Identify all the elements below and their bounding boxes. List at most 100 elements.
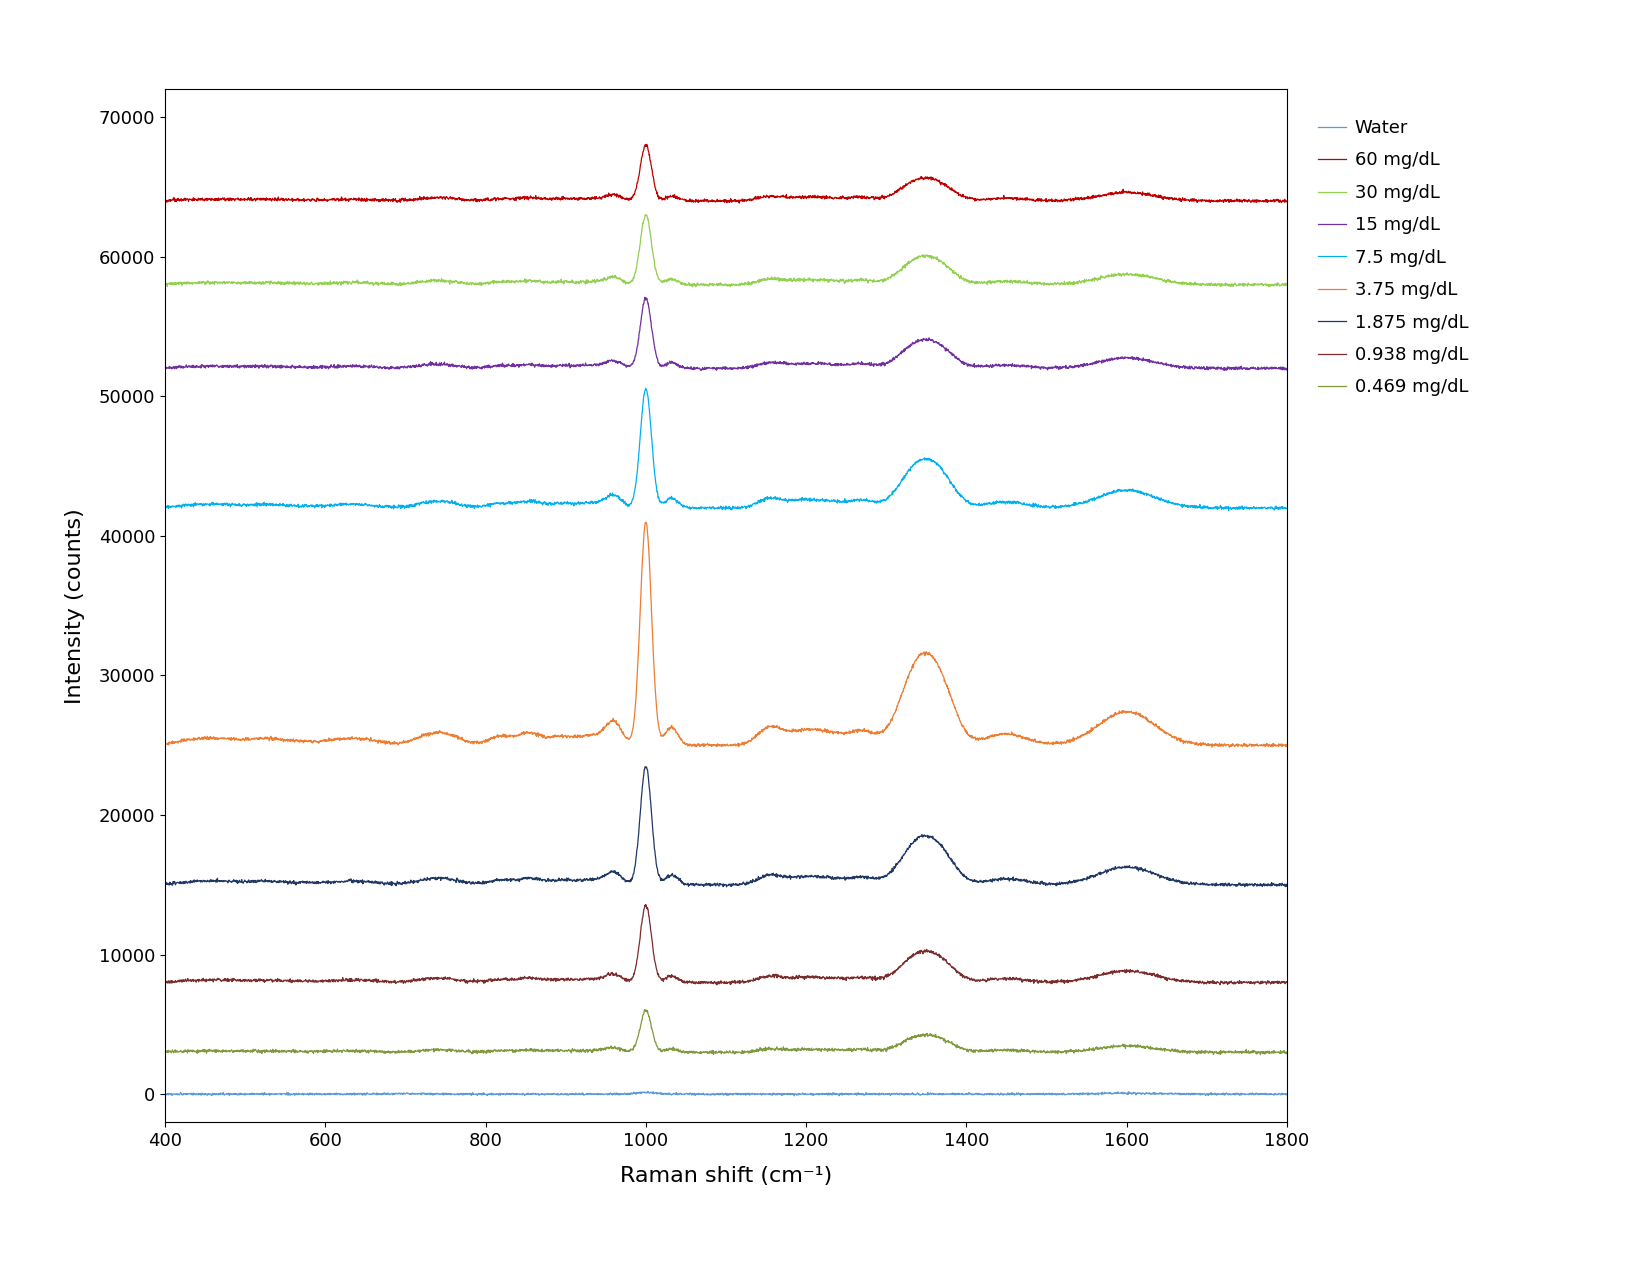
Water [155,1086,175,1102]
30 mg/dL [635,207,655,222]
0.938 mg/dL [635,898,655,913]
X-axis label: Raman shift (cm⁻¹): Raman shift (cm⁻¹) [620,1167,832,1187]
Line: 1.875 mg/dL: 1.875 mg/dL [165,766,1287,887]
15 mg/dL [1135,352,1155,367]
0.938 mg/dL [350,974,370,989]
0.938 mg/dL [706,977,726,992]
3.75 mg/dL [1135,710,1155,725]
30 mg/dL [1277,277,1297,292]
3.75 mg/dL [635,515,655,530]
30 mg/dL [586,275,606,291]
3.75 mg/dL [155,736,175,751]
7.5 mg/dL [350,496,370,511]
60 mg/dL [637,136,657,152]
Line: 0.469 mg/dL: 0.469 mg/dL [165,1010,1287,1054]
1.875 mg/dL [635,759,655,774]
Water [1256,1086,1275,1102]
3.75 mg/dL [1219,740,1239,755]
0.469 mg/dL [586,1043,606,1058]
30 mg/dL [1256,275,1275,291]
1.875 mg/dL [1256,877,1275,892]
60 mg/dL [284,191,304,207]
30 mg/dL [683,279,703,295]
Line: 0.938 mg/dL: 0.938 mg/dL [165,905,1287,984]
1.875 mg/dL [350,875,370,890]
60 mg/dL [634,142,653,157]
Line: 60 mg/dL: 60 mg/dL [165,144,1287,203]
Water [586,1086,606,1102]
60 mg/dL [586,191,606,207]
15 mg/dL [635,289,655,305]
60 mg/dL [155,194,175,209]
60 mg/dL [1256,193,1275,208]
1.875 mg/dL [155,877,175,892]
3.75 mg/dL [1277,737,1297,752]
30 mg/dL [350,275,370,291]
0.938 mg/dL [155,975,175,991]
Water [350,1086,370,1102]
0.469 mg/dL [284,1044,304,1060]
0.938 mg/dL [1135,966,1155,982]
15 mg/dL [350,357,370,372]
15 mg/dL [1256,361,1275,376]
7.5 mg/dL [284,499,304,514]
30 mg/dL [284,274,304,289]
15 mg/dL [155,361,175,376]
3.75 mg/dL [586,727,606,742]
0.938 mg/dL [1277,974,1297,989]
Line: 3.75 mg/dL: 3.75 mg/dL [165,523,1287,747]
0.938 mg/dL [586,970,606,986]
7.5 mg/dL [1219,502,1239,518]
15 mg/dL [284,358,304,374]
Water [784,1088,804,1103]
7.5 mg/dL [1256,501,1275,516]
7.5 mg/dL [634,388,653,403]
Water [1277,1086,1297,1102]
7.5 mg/dL [1135,487,1155,502]
30 mg/dL [1135,269,1155,284]
Line: 15 mg/dL: 15 mg/dL [165,297,1287,370]
0.938 mg/dL [1256,974,1275,989]
Water [1135,1086,1155,1102]
7.5 mg/dL [1277,501,1297,516]
7.5 mg/dL [155,500,175,515]
Y-axis label: Intensity (counts): Intensity (counts) [64,507,84,704]
0.469 mg/dL [155,1044,175,1060]
0.938 mg/dL [284,974,304,989]
15 mg/dL [1214,362,1234,377]
0.469 mg/dL [1135,1039,1155,1054]
Water [634,1085,653,1100]
0.469 mg/dL [1251,1047,1270,1062]
3.75 mg/dL [1256,737,1275,752]
15 mg/dL [1277,362,1297,377]
1.875 mg/dL [586,871,606,886]
0.938 mg/dL [634,901,653,917]
15 mg/dL [634,296,653,311]
Line: Water: Water [165,1091,1287,1095]
7.5 mg/dL [586,493,606,509]
1.875 mg/dL [1135,863,1155,878]
60 mg/dL [1277,194,1297,209]
15 mg/dL [586,356,606,371]
0.469 mg/dL [1277,1046,1297,1061]
30 mg/dL [634,213,653,228]
1.875 mg/dL [284,875,304,890]
Water [284,1086,304,1102]
Line: 30 mg/dL: 30 mg/dL [165,214,1287,287]
1.875 mg/dL [716,880,736,895]
1.875 mg/dL [634,766,653,782]
Water [639,1084,658,1099]
60 mg/dL [729,195,749,210]
3.75 mg/dL [634,528,653,543]
60 mg/dL [350,191,370,207]
Legend: Water, 60 mg/dL, 30 mg/dL, 15 mg/dL, 7.5 mg/dL, 3.75 mg/dL, 1.875 mg/dL, 0.938 m: Water, 60 mg/dL, 30 mg/dL, 15 mg/dL, 7.5… [1318,119,1468,397]
0.469 mg/dL [635,1002,655,1017]
7.5 mg/dL [635,381,655,397]
0.469 mg/dL [350,1043,370,1058]
0.469 mg/dL [634,1006,653,1021]
3.75 mg/dL [284,733,304,748]
1.875 mg/dL [1277,877,1297,892]
3.75 mg/dL [350,729,370,745]
Line: 7.5 mg/dL: 7.5 mg/dL [165,389,1287,510]
0.469 mg/dL [1256,1046,1275,1061]
